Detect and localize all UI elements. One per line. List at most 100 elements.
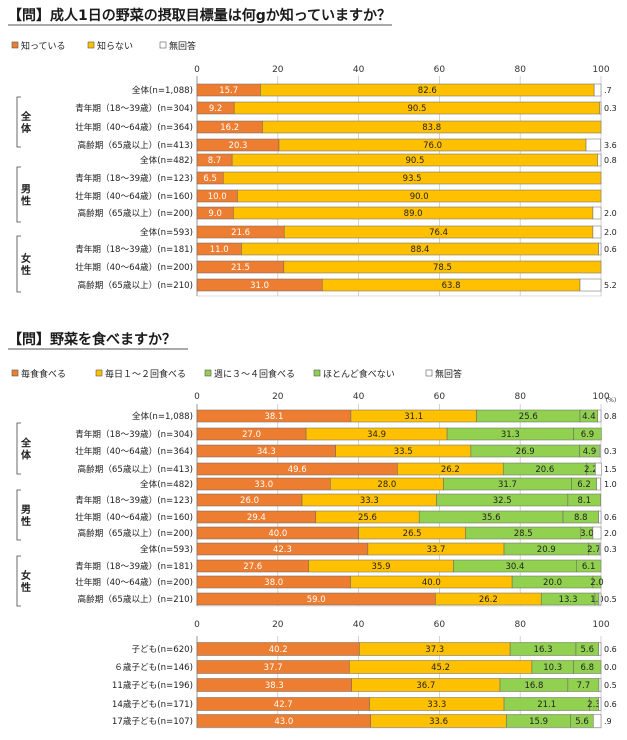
data-label: 27.0: [242, 430, 261, 440]
data-label: 28.0: [377, 480, 396, 490]
data-label: 26.2: [479, 595, 498, 605]
data-label: 8.8: [574, 513, 588, 523]
legend-label: 毎日１～２回食べる: [105, 368, 186, 380]
axis-tick-label: 100: [592, 65, 609, 75]
axis-tick-label: 20: [272, 620, 284, 630]
data-label: 29.4: [247, 513, 266, 523]
data-label: 0.6: [604, 245, 617, 254]
data-label: 4.4: [582, 412, 596, 422]
data-label: 0.8: [604, 156, 617, 165]
data-label: 37.3: [425, 645, 444, 655]
data-label: 16.3: [534, 645, 553, 655]
group-bracket: [16, 422, 21, 475]
data-label: 1.0: [604, 480, 617, 489]
data-label: 31.3: [501, 430, 520, 440]
legend-swatch: [204, 369, 212, 377]
axis-tick-label: 80: [514, 392, 526, 402]
group-label: 男: [21, 504, 31, 516]
data-label: 20.9: [537, 545, 556, 555]
data-label: 15.7: [219, 86, 238, 96]
bar-segment: [579, 278, 602, 292]
data-label: 26.9: [516, 447, 535, 457]
axis-tick-label: 0: [194, 620, 200, 630]
data-label: 90.0: [410, 192, 429, 202]
legend-swatch: [87, 41, 95, 49]
axis-tick-label: 20: [272, 392, 284, 402]
data-label: 20.6: [535, 465, 554, 475]
data-label: 5.6: [580, 645, 594, 655]
data-label: 90.5: [405, 156, 424, 166]
data-label: 90.5: [408, 104, 427, 114]
legend-label: 毎食食べる: [21, 368, 66, 380]
data-label: 15.9: [529, 717, 548, 727]
data-label: 6.8: [580, 663, 594, 673]
bar-segment: [599, 444, 601, 458]
data-label: 63.8: [442, 281, 461, 291]
data-label: 89.0: [404, 209, 423, 219]
data-label: 31.7: [498, 480, 517, 490]
row-category-label: 青年期（18～39歳）(n=304): [75, 102, 193, 114]
data-label: 76.4: [429, 228, 448, 238]
data-label: 0.6: [604, 513, 617, 522]
percent-unit-label: (%): [606, 397, 616, 404]
group-label: 性: [20, 515, 31, 528]
data-label: 40.0: [422, 578, 441, 588]
bar-segment: [593, 714, 602, 728]
data-label: 43.0: [274, 717, 293, 727]
bar-segment: [567, 493, 601, 507]
bar-segment: [598, 642, 602, 656]
data-label: 2.2: [584, 465, 598, 475]
row-category-label: 壮年期（40～64歳）(n=364): [75, 445, 193, 457]
bar-segment: [597, 409, 602, 423]
data-label: 0.3: [604, 104, 617, 113]
data-label: 0.5: [604, 595, 617, 604]
data-label: 32.5: [493, 496, 512, 506]
bar-segment: [592, 206, 602, 220]
bar-segment: [262, 120, 602, 134]
bar-segment: [598, 510, 602, 524]
data-label: 3.6: [604, 141, 617, 150]
bar-segment: [598, 592, 602, 606]
row-category-label: 壮年期（40～64歳）(n=364): [75, 121, 193, 133]
row-category-label: 全体(n=482): [140, 154, 193, 166]
row-category-label: 壮年期（40～64歳）(n=200): [75, 261, 193, 273]
data-label: 82.6: [418, 86, 437, 96]
data-label: 21.1: [537, 700, 556, 710]
row-category-label: 青年期（18～39歳）(n=123): [75, 494, 193, 506]
row-category-label: 高齢期（65歳以上）(n=210): [78, 279, 193, 291]
legend-label: 知っている: [21, 40, 66, 52]
data-label: 10.0: [208, 192, 227, 202]
data-label: 0.0: [604, 663, 617, 672]
data-label: 26.2: [441, 465, 460, 475]
group-label: 性: [20, 195, 31, 208]
data-label: 8.1: [577, 496, 591, 506]
row-category-label: 11歳子ども(n=196): [112, 679, 193, 691]
data-label: 0.3: [604, 447, 617, 456]
row-category-label: 全体(n=593): [140, 226, 193, 238]
group-bracket: [16, 166, 21, 223]
data-label: 42.3: [273, 545, 292, 555]
data-label: 37.7: [264, 663, 283, 673]
bar-segment: [599, 542, 601, 556]
data-label: 59.0: [307, 595, 326, 605]
legend-label: 無回答: [169, 40, 196, 52]
data-label: 2.0: [590, 578, 604, 588]
group-label: 女: [21, 569, 31, 582]
data-label: 35.9: [372, 562, 391, 572]
axis-tick-label: 60: [434, 620, 446, 630]
row-category-label: 青年期（18～39歳）(n=181): [75, 243, 193, 255]
group-label: 全: [20, 110, 32, 123]
data-label: 1.0: [590, 595, 604, 605]
data-label: 36.7: [416, 681, 435, 691]
bar-segment: [283, 260, 602, 274]
bar-segment: [595, 462, 602, 476]
data-label: 40.2: [269, 645, 288, 655]
data-label: 30.4: [505, 562, 524, 572]
axis-tick-label: 80: [514, 65, 526, 75]
data-label: 31.0: [250, 281, 269, 291]
row-category-label: 高齢期（65歳以上）(n=413): [78, 139, 193, 151]
bar-segment: [593, 83, 602, 97]
row-category-label: 全体(n=593): [140, 543, 193, 555]
data-label: 5.6: [575, 717, 589, 727]
data-label: 6.1: [582, 562, 596, 572]
